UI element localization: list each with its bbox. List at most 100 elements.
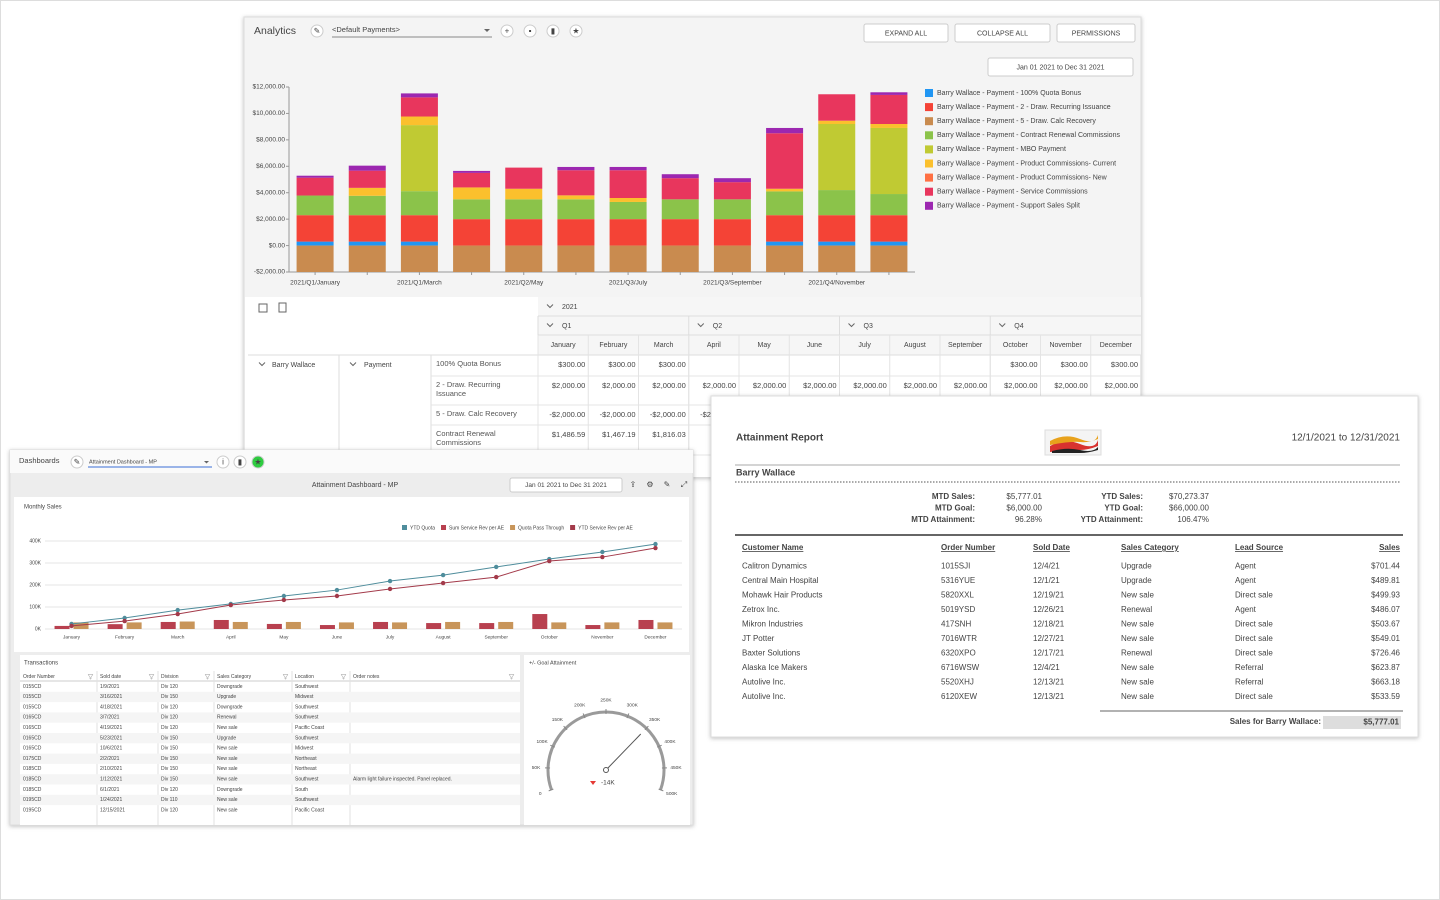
report-cell: 417SNH xyxy=(941,620,971,629)
bar-segment xyxy=(296,177,334,196)
delete-icon[interactable] xyxy=(233,455,247,469)
filter-icon[interactable] xyxy=(148,674,155,680)
report-cell: New sale xyxy=(1121,663,1154,672)
chevron[interactable] xyxy=(546,323,554,328)
bar-segment xyxy=(609,219,647,246)
bar xyxy=(426,623,442,629)
toolbar-icon[interactable]: ⚙ xyxy=(646,480,653,489)
chevron[interactable] xyxy=(349,362,357,367)
table-cell: Div 150 xyxy=(161,746,178,752)
bar-segment xyxy=(296,195,334,216)
bar-segment xyxy=(453,187,491,200)
bar xyxy=(551,622,567,629)
table-cell: Midwest xyxy=(295,746,314,752)
bar-segment xyxy=(348,170,386,188)
report-column: Customer Name xyxy=(742,543,804,552)
toolbar-button[interactable] xyxy=(863,23,949,43)
bar-segment xyxy=(713,219,751,246)
pivot-row-label: 2 - Draw. Recurring Issuance xyxy=(436,380,501,398)
bar-segment xyxy=(348,195,386,216)
delete-icon[interactable] xyxy=(546,24,560,38)
pivot-row-label-text: 100% Quota Bonus xyxy=(436,359,502,368)
toolbar-icon[interactable]: ⇪ xyxy=(630,480,637,489)
y-tick-label: 100K xyxy=(29,604,41,610)
bar-segment xyxy=(609,170,647,198)
filter-icon[interactable] xyxy=(282,674,289,680)
export-icon-2[interactable] xyxy=(278,302,287,313)
bar-segment xyxy=(505,219,543,246)
total-box xyxy=(1323,716,1401,729)
table-cell: 4/19/2021 xyxy=(100,725,122,731)
date-range-button[interactable] xyxy=(509,477,623,493)
delete-icon-glyph: ▮ xyxy=(551,27,555,36)
chevron[interactable] xyxy=(258,362,266,367)
table-cell: Div 150 xyxy=(161,694,178,700)
chevron[interactable] xyxy=(697,323,705,328)
table-cell: Southwest xyxy=(295,797,319,803)
row-stripe xyxy=(20,712,520,723)
table-header: Sold date xyxy=(100,674,121,680)
report-cell: 12/13/21 xyxy=(1033,678,1065,687)
gauge-tick-label: 350K xyxy=(649,717,661,723)
pivot-cell: $2,000.00 xyxy=(1054,381,1087,390)
favorite-icon[interactable] xyxy=(251,455,265,469)
legend-swatch xyxy=(570,525,576,530)
x-tick-label: June xyxy=(332,634,343,640)
report-cell: $486.07 xyxy=(1371,605,1400,614)
table-cell: 2/10/2021 xyxy=(100,766,122,772)
bar-segment xyxy=(870,241,908,246)
table-cell: New sale xyxy=(217,766,238,772)
table-cell: 3/16/2021 xyxy=(100,694,122,700)
filter-icon[interactable] xyxy=(87,674,94,680)
y-tick-label: $8,000.00 xyxy=(256,137,285,144)
favorite-icon[interactable] xyxy=(569,24,583,38)
summary-value: $5,777.01 xyxy=(1006,492,1042,501)
bar-segment xyxy=(766,188,804,192)
filter-icon[interactable] xyxy=(508,674,515,680)
bar-segment xyxy=(400,125,438,192)
export-icon[interactable] xyxy=(258,303,268,313)
filter-icon[interactable] xyxy=(204,674,211,680)
line-point xyxy=(334,593,340,599)
gauge-tick-label: 0 xyxy=(539,791,542,797)
y-tick-label: $10,000.00 xyxy=(252,110,285,117)
report-cell: Renewal xyxy=(1121,649,1152,658)
line xyxy=(71,543,656,625)
add-icon[interactable] xyxy=(500,24,514,38)
report-cell: 12/26/21 xyxy=(1033,605,1065,614)
filter-icon[interactable] xyxy=(340,674,347,680)
legend-swatch xyxy=(925,89,933,97)
report-cell: Autolive Inc. xyxy=(742,692,786,701)
save-icon[interactable] xyxy=(523,24,537,38)
x-tick-label: 2021/Q2/May xyxy=(504,280,544,287)
toolbar-button[interactable] xyxy=(1056,23,1136,43)
info-icon[interactable] xyxy=(216,455,230,469)
line-point xyxy=(547,558,552,564)
toolbar-button[interactable] xyxy=(954,23,1051,43)
chevron[interactable] xyxy=(998,323,1006,328)
bar xyxy=(266,623,282,629)
pivot-month: July xyxy=(858,342,871,349)
table-cell: Div 150 xyxy=(161,756,178,762)
edit-icon[interactable] xyxy=(70,455,84,469)
table-cell: 0185CD xyxy=(23,777,42,783)
table-cell: 1/24/2021 xyxy=(100,797,122,803)
date-range-button[interactable] xyxy=(987,57,1134,77)
chevron[interactable] xyxy=(546,304,554,309)
line-point xyxy=(175,607,180,613)
pivot-cell: $2,000.00 xyxy=(904,381,937,390)
line-point xyxy=(387,578,393,584)
table-cell: 6/1/2021 xyxy=(100,787,120,793)
bar xyxy=(54,625,70,629)
table-cell: 1/12/2021 xyxy=(100,777,122,783)
card-title: Monthly Sales xyxy=(24,505,62,511)
table-cell: 2/2/2021 xyxy=(100,756,120,762)
edit-icon[interactable] xyxy=(310,24,324,38)
toolbar-icon[interactable]: ✎ xyxy=(664,480,671,489)
gauge-tick xyxy=(644,725,649,731)
bar xyxy=(285,621,301,629)
report-cell: 12/13/21 xyxy=(1033,692,1065,701)
chevron[interactable] xyxy=(848,323,855,328)
table-cell: 0165CD xyxy=(23,735,42,741)
toolbar-icon[interactable]: ⤢ xyxy=(680,480,687,489)
